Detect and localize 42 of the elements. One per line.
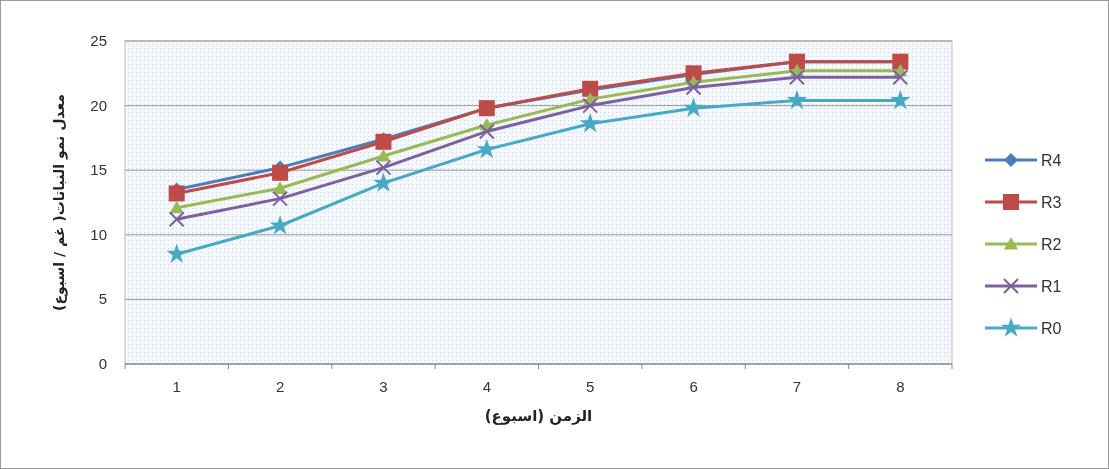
y-tick-label: 0 xyxy=(98,355,107,372)
y-tick-label: 10 xyxy=(90,225,107,243)
point xyxy=(373,172,394,192)
point xyxy=(478,123,495,140)
point xyxy=(786,89,808,110)
x-tick-label: 7 xyxy=(792,378,802,395)
x-tick-label: 1 xyxy=(172,378,181,395)
point xyxy=(683,97,704,117)
x-tick-label: 3 xyxy=(379,378,388,395)
x-tick-label: 4 xyxy=(482,378,491,395)
point xyxy=(579,112,601,133)
point xyxy=(375,159,392,176)
x-tick-label: 5 xyxy=(586,378,595,395)
legend-label: R3 xyxy=(1041,194,1062,211)
point xyxy=(272,190,289,207)
point xyxy=(272,164,289,181)
point xyxy=(269,214,291,235)
point xyxy=(892,69,909,86)
x-axis-title: الزمن (اسبوع) xyxy=(484,407,593,425)
y-tick-label: 5 xyxy=(98,290,107,308)
y-tick-label: 20 xyxy=(90,96,107,114)
legend-label: R4 xyxy=(1041,152,1062,169)
x-tick-label: 8 xyxy=(896,378,905,395)
point xyxy=(476,138,498,159)
x-tick-label: 6 xyxy=(689,378,698,395)
point xyxy=(788,69,805,86)
point xyxy=(582,97,599,114)
point xyxy=(685,79,702,96)
y-tick-label: 15 xyxy=(90,161,107,179)
legend-label: R2 xyxy=(1041,236,1062,253)
point xyxy=(376,148,391,162)
x-tick-label: 2 xyxy=(275,378,285,395)
legend-label: R0 xyxy=(1041,320,1062,337)
legend-label: R1 xyxy=(1041,278,1062,295)
point xyxy=(168,211,185,228)
y-tick-label: 25 xyxy=(90,32,107,49)
point xyxy=(169,200,184,214)
point xyxy=(273,181,288,194)
y-axis-title: معدل نمو النباتات( غم / اسبوع) xyxy=(51,94,68,311)
point xyxy=(890,89,911,110)
point xyxy=(168,185,185,202)
point xyxy=(166,243,187,263)
